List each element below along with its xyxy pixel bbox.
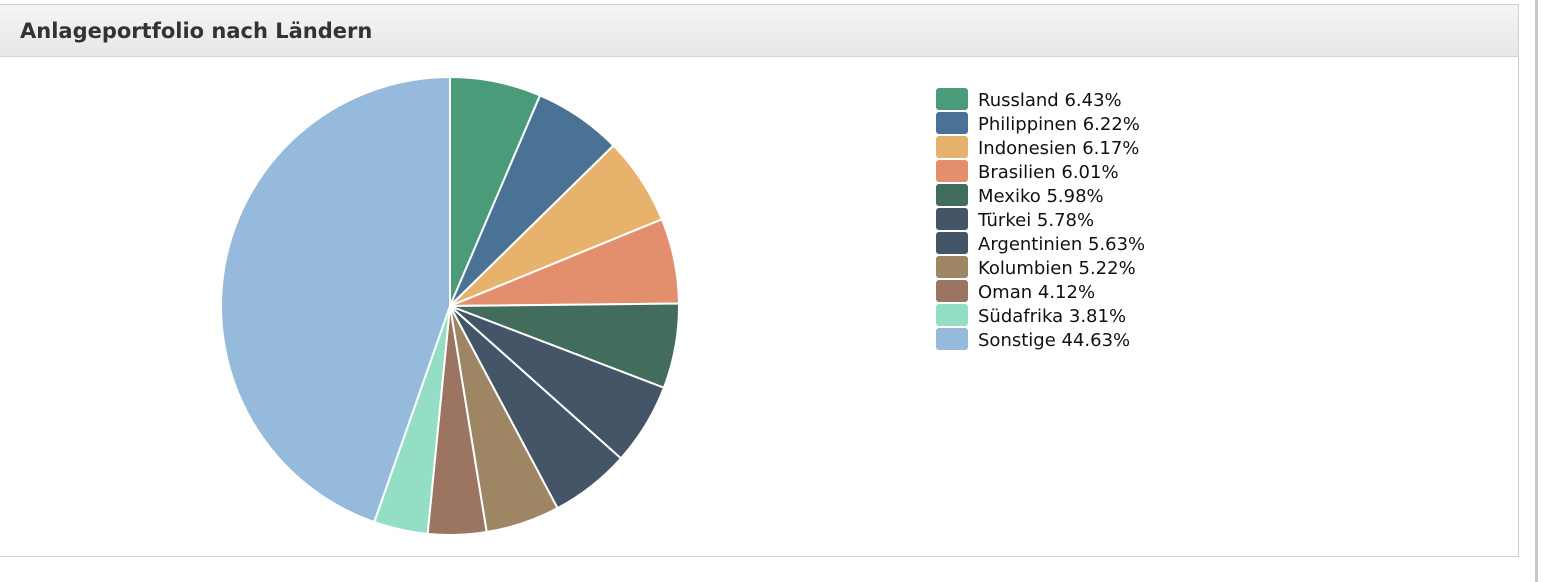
legend-swatch-sonstige [936,328,968,350]
legend-swatch-philippinen [936,112,968,134]
window-edge [1535,0,1538,582]
legend-item-suedafrika[interactable]: Südafrika 3.81% [936,304,1126,327]
legend-label-suedafrika: Südafrika 3.81% [978,306,1126,327]
legend-label-philippinen: Philippinen 6.22% [978,114,1140,135]
legend-item-mexiko[interactable]: Mexiko 5.98% [936,184,1104,207]
legend-label-sonstige: Sonstige 44.63% [978,330,1130,351]
legend-item-sonstige[interactable]: Sonstige 44.63% [936,328,1130,351]
legend-swatch-suedafrika [936,304,968,326]
legend-swatch-mexiko [936,184,968,206]
panel-header: Anlageportfolio nach Ländern [0,5,1518,57]
legend-label-kolumbien: Kolumbien 5.22% [978,258,1136,279]
legend-label-tuerkei: Türkei 5.78% [977,210,1094,231]
legend-label-argentinien: Argentinien 5.63% [978,234,1145,255]
pie-slice-sonstige[interactable] [220,76,451,524]
legend-swatch-argentinien [936,232,968,254]
legend-label-brasilien: Brasilien 6.01% [978,162,1119,183]
legend-label-indonesien: Indonesien 6.17% [978,138,1139,159]
legend-label-oman: Oman 4.12% [978,282,1095,303]
legend-label-russland: Russland 6.43% [978,90,1122,111]
legend-item-oman[interactable]: Oman 4.12% [936,280,1095,303]
chart-legend: Russland 6.43% Philippinen 6.22% Indonesie… [936,88,1145,351]
legend-item-kolumbien[interactable]: Kolumbien 5.22% [936,256,1136,279]
legend-swatch-tuerkei [936,208,968,230]
panel-title: Anlageportfolio nach Ländern [20,18,373,43]
legend-item-tuerkei[interactable]: Türkei 5.78% [936,208,1094,231]
legend-swatch-russland [936,88,968,110]
legend-swatch-brasilien [936,160,968,182]
legend-swatch-oman [936,280,968,302]
legend-item-philippinen[interactable]: Philippinen 6.22% [936,112,1140,135]
legend-swatch-indonesien [936,136,968,158]
pie-chart: Russland 6.43% Philippinen 6.22% Indonesie… [220,76,1145,536]
legend-swatch-kolumbien [936,256,968,278]
legend-item-argentinien[interactable]: Argentinien 5.63% [936,232,1145,255]
legend-label-mexiko: Mexiko 5.98% [978,186,1104,207]
legend-item-brasilien[interactable]: Brasilien 6.01% [936,160,1119,183]
legend-item-indonesien[interactable]: Indonesien 6.17% [936,136,1139,159]
pie-slices [220,76,680,536]
legend-item-russland[interactable]: Russland 6.43% [936,88,1122,111]
